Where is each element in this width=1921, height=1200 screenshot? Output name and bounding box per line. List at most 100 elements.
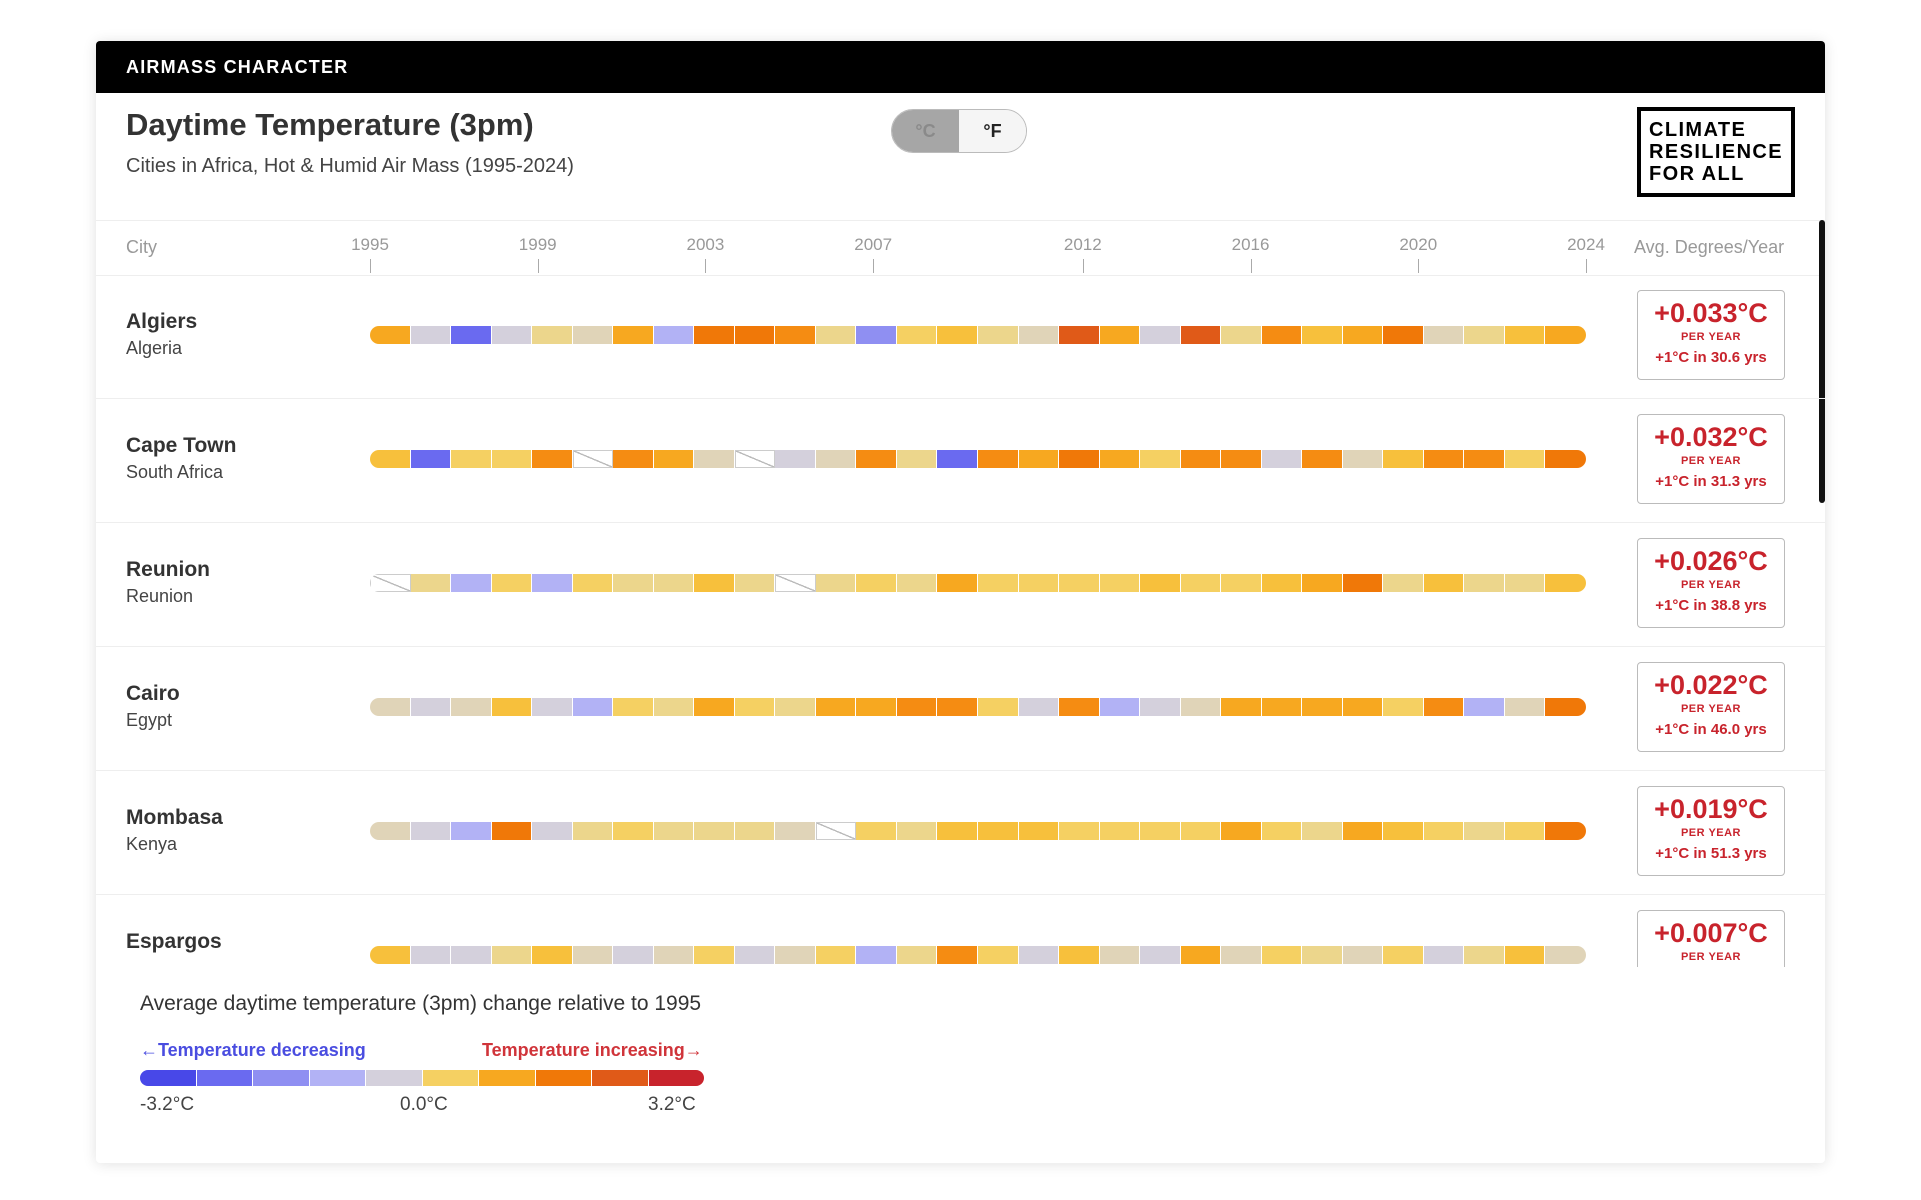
year-cell[interactable] bbox=[653, 574, 695, 592]
year-cell[interactable] bbox=[1059, 698, 1100, 716]
year-cell[interactable] bbox=[815, 946, 857, 964]
missing-year-cell[interactable] bbox=[734, 450, 776, 468]
year-cell[interactable] bbox=[1018, 450, 1060, 468]
year-cell[interactable] bbox=[1423, 698, 1465, 716]
year-cell[interactable] bbox=[1464, 698, 1505, 716]
year-cell[interactable] bbox=[1099, 450, 1141, 468]
year-cell[interactable] bbox=[653, 946, 695, 964]
year-cell[interactable] bbox=[937, 698, 978, 716]
year-cell[interactable] bbox=[1018, 326, 1060, 344]
year-cell[interactable] bbox=[1221, 326, 1262, 344]
year-cell[interactable] bbox=[1383, 450, 1424, 468]
year-cell[interactable] bbox=[694, 574, 735, 592]
year-cell[interactable] bbox=[1099, 698, 1141, 716]
year-cell[interactable] bbox=[1383, 326, 1424, 344]
year-cell[interactable] bbox=[1140, 574, 1181, 592]
year-cell[interactable] bbox=[1302, 326, 1343, 344]
year-cell[interactable] bbox=[491, 946, 533, 964]
unit-toggle[interactable]: °C °F bbox=[891, 109, 1027, 153]
year-cell[interactable] bbox=[451, 574, 492, 592]
year-cell[interactable] bbox=[613, 450, 654, 468]
year-cell[interactable] bbox=[1180, 698, 1222, 716]
year-cell[interactable] bbox=[1140, 698, 1181, 716]
year-cell[interactable] bbox=[410, 698, 452, 716]
year-cell[interactable] bbox=[1059, 822, 1100, 840]
year-cell[interactable] bbox=[694, 326, 735, 344]
year-cell[interactable] bbox=[1140, 450, 1181, 468]
year-cell[interactable] bbox=[1180, 946, 1222, 964]
year-cell[interactable] bbox=[1464, 574, 1505, 592]
year-cell[interactable] bbox=[856, 450, 897, 468]
year-cell[interactable] bbox=[532, 326, 573, 344]
year-cell[interactable] bbox=[1099, 822, 1141, 840]
year-cell[interactable] bbox=[1302, 698, 1343, 716]
year-cell[interactable] bbox=[572, 822, 614, 840]
year-cell[interactable] bbox=[734, 698, 776, 716]
year-cell[interactable] bbox=[896, 822, 938, 840]
year-cell[interactable] bbox=[977, 698, 1019, 716]
year-cell[interactable] bbox=[937, 946, 978, 964]
year-cell[interactable] bbox=[572, 698, 614, 716]
year-cell[interactable] bbox=[856, 574, 897, 592]
year-cell[interactable] bbox=[370, 326, 411, 344]
year-cell[interactable] bbox=[370, 450, 411, 468]
year-cell[interactable] bbox=[613, 326, 654, 344]
year-cell[interactable] bbox=[370, 698, 411, 716]
year-cell[interactable] bbox=[532, 574, 573, 592]
year-cell[interactable] bbox=[410, 326, 452, 344]
year-cell[interactable] bbox=[1342, 326, 1384, 344]
year-cell[interactable] bbox=[410, 946, 452, 964]
year-cell[interactable] bbox=[1140, 946, 1181, 964]
year-cell[interactable] bbox=[1099, 574, 1141, 592]
fahrenheit-option[interactable]: °F bbox=[959, 110, 1026, 152]
year-cell[interactable] bbox=[775, 326, 816, 344]
year-cell[interactable] bbox=[1464, 946, 1505, 964]
year-cell[interactable] bbox=[491, 450, 533, 468]
year-cell[interactable] bbox=[572, 326, 614, 344]
year-cell[interactable] bbox=[451, 450, 492, 468]
year-cell[interactable] bbox=[370, 946, 411, 964]
year-cell[interactable] bbox=[977, 946, 1019, 964]
year-cell[interactable] bbox=[613, 574, 654, 592]
year-cell[interactable] bbox=[896, 326, 938, 344]
year-cell[interactable] bbox=[1423, 574, 1465, 592]
year-cell[interactable] bbox=[1342, 946, 1384, 964]
year-cell[interactable] bbox=[1018, 698, 1060, 716]
year-cell[interactable] bbox=[1504, 822, 1546, 840]
year-cell[interactable] bbox=[734, 822, 776, 840]
year-cell[interactable] bbox=[1099, 946, 1141, 964]
year-cell[interactable] bbox=[1545, 326, 1586, 344]
missing-year-cell[interactable] bbox=[775, 574, 816, 592]
year-cell[interactable] bbox=[1464, 326, 1505, 344]
year-cell[interactable] bbox=[896, 698, 938, 716]
year-cell[interactable] bbox=[1383, 574, 1424, 592]
year-cell[interactable] bbox=[370, 822, 411, 840]
year-cell[interactable] bbox=[653, 326, 695, 344]
year-cell[interactable] bbox=[1261, 822, 1303, 840]
scrollbar-thumb[interactable] bbox=[1819, 220, 1825, 503]
year-cell[interactable] bbox=[572, 946, 614, 964]
year-cell[interactable] bbox=[1180, 822, 1222, 840]
year-cell[interactable] bbox=[1140, 326, 1181, 344]
year-cell[interactable] bbox=[572, 574, 614, 592]
year-cell[interactable] bbox=[1423, 450, 1465, 468]
year-cell[interactable] bbox=[856, 946, 897, 964]
year-cell[interactable] bbox=[613, 698, 654, 716]
year-cell[interactable] bbox=[653, 822, 695, 840]
year-cell[interactable] bbox=[1059, 450, 1100, 468]
missing-year-cell[interactable] bbox=[370, 574, 411, 592]
city-row[interactable]: Cairo Egypt +0.022°C PER YEAR +1°C in 46.0 y… bbox=[96, 646, 1825, 771]
city-list[interactable]: Algiers Algeria +0.033°C PER YEAR +1°C in 30… bbox=[96, 274, 1825, 967]
year-cell[interactable] bbox=[1302, 574, 1343, 592]
year-cell[interactable] bbox=[734, 574, 776, 592]
year-cell[interactable] bbox=[1221, 450, 1262, 468]
year-cell[interactable] bbox=[815, 698, 857, 716]
year-cell[interactable] bbox=[1342, 574, 1384, 592]
year-cell[interactable] bbox=[734, 946, 776, 964]
year-cell[interactable] bbox=[1504, 574, 1546, 592]
year-cell[interactable] bbox=[532, 698, 573, 716]
year-cell[interactable] bbox=[1383, 698, 1424, 716]
year-cell[interactable] bbox=[815, 326, 857, 344]
year-cell[interactable] bbox=[451, 822, 492, 840]
year-cell[interactable] bbox=[1504, 946, 1546, 964]
